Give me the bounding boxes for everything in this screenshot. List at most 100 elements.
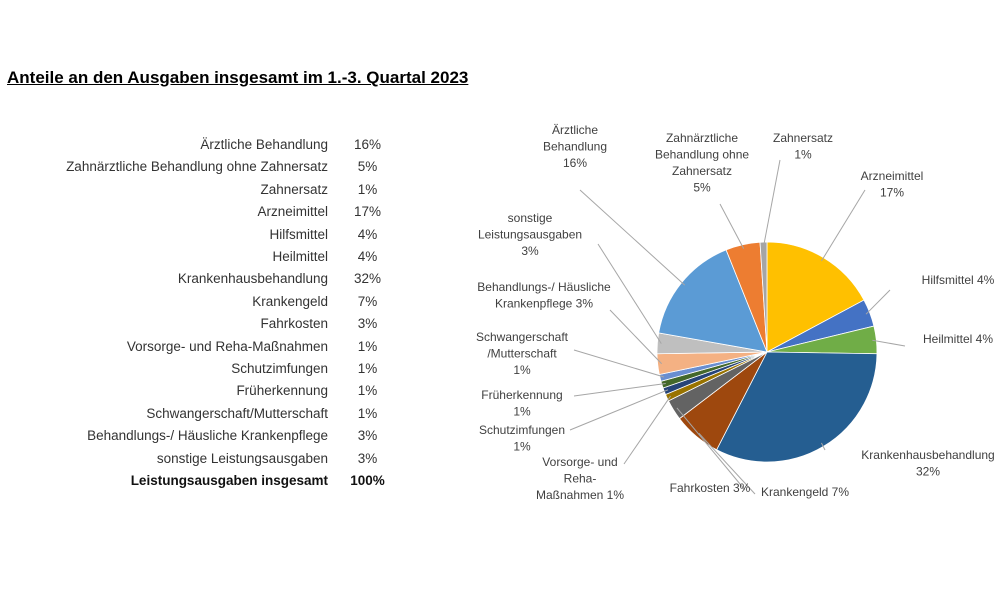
slice-label-line: Krankengeld 7% (761, 485, 849, 499)
leader-line (623, 395, 671, 465)
slice-label-line: Krankenpflege 3% (495, 297, 593, 311)
slice-label-line: Hilfsmittel 4% (922, 273, 995, 287)
row-label: Früherkennung (236, 383, 328, 399)
slice-label-line: sonstige (508, 211, 553, 225)
table-row: Vorsorge- und Reha-Maßnahmen 1% (0, 339, 400, 359)
table-row: Heilmittel 4% (0, 249, 400, 269)
slice-label: Früherkennung 1% (481, 388, 562, 419)
slice-label-line: Behandlung ohne (655, 148, 749, 162)
slice-label-line: Reha- (564, 472, 597, 486)
slice-label: Hilfsmittel 4% (922, 273, 995, 287)
row-value: 4% (357, 226, 378, 242)
row-value: 17% (353, 204, 382, 220)
row-value: 3% (357, 316, 378, 332)
table-row: Arzneimittel 17% (0, 204, 400, 224)
table-row: Behandlungs-/ Häusliche Krankenpflege 3% (0, 428, 400, 448)
slice-label-line: 1% (513, 363, 531, 377)
slice-label-line: Früherkennung (481, 388, 562, 402)
row-value: 1% (357, 361, 378, 376)
leader-line (609, 309, 663, 365)
leader-line (579, 189, 686, 286)
row-value: 1% (357, 383, 378, 399)
page-title: Anteile an den Ausgaben insgesamt im 1.-… (7, 68, 469, 87)
slice-label-line: 1% (513, 440, 531, 454)
slice-label-line: 16% (563, 156, 587, 170)
row-value: 16% (353, 137, 382, 152)
table-row: Krankenhausbehandlung 32% (0, 271, 400, 291)
total-value: 100% (350, 473, 385, 488)
slice-label-line: 5% (693, 181, 711, 195)
leader-line (872, 339, 906, 347)
slice-label-line: Ärztliche (552, 123, 598, 137)
table-row: Früherkennung 1% (0, 383, 400, 403)
row-value: 4% (357, 249, 378, 264)
row-value: 5% (357, 159, 378, 175)
slice-label: Fahrkosten 3% (670, 481, 751, 495)
table-row: Fahrkosten 3% (0, 316, 400, 336)
row-label: sonstige Leistungsausgaben (156, 450, 328, 466)
row-value: 1% (357, 405, 378, 421)
slice-label-line: Zahnärztliche (666, 131, 738, 145)
leader-line (719, 203, 745, 249)
table-row: sonstige Leistungsausgaben 3% (0, 451, 400, 471)
slice-label-line: Arzneimittel (861, 169, 924, 183)
slice-label-line: Krankenhausbehandlung (861, 448, 994, 462)
row-label: Schwangerschaft/Mutterschaft (146, 405, 328, 421)
slice-label: Krankengeld 7% (761, 485, 849, 499)
leader-line (865, 289, 891, 315)
pie-slice (759, 241, 768, 353)
row-label: Fahrkosten (260, 316, 328, 332)
row-value: 3% (357, 450, 378, 466)
table-row: Zahnärztliche Behandlung ohne Zahnersatz… (0, 159, 400, 179)
slice-label: Arzneimittel 17% (861, 169, 924, 200)
leader-line (573, 349, 665, 378)
total-label: Leistungsausgaben insgesamt (130, 473, 328, 488)
slice-label-line: 1% (794, 148, 812, 162)
leader-line (763, 159, 781, 247)
pie-chart: Arzneimittel 17% Hilfsmittel 4% Heilmittel … (476, 123, 995, 502)
table-row: Ärztliche Behandlung 16% (0, 137, 400, 157)
slice-label-line: 3% (521, 244, 539, 258)
slice-label: Vorsorge- und Reha- Maßnahmen 1% (536, 455, 624, 502)
slice-label-line: Vorsorge- und (542, 455, 617, 469)
row-label: Krankengeld (252, 293, 328, 309)
leader-line (821, 442, 826, 451)
leader-line (676, 407, 746, 491)
row-label: Zahnärztliche Behandlung ohne Zahnersatz (66, 159, 328, 175)
row-label: Hilfsmittel (269, 226, 328, 242)
row-label: Arzneimittel (257, 204, 328, 220)
row-label: Behandlungs-/ Häusliche Krankenpflege (87, 428, 328, 444)
row-value: 7% (357, 293, 378, 309)
slice-label: Schwangerschaft/Mutterschaft 1% (476, 330, 569, 377)
slice-label-line: Zahnersatz (672, 164, 732, 178)
row-value: 1% (357, 338, 378, 354)
leader-line (569, 389, 669, 431)
table-row: Schwangerschaft/Mutterschaft 1% (0, 406, 400, 426)
row-label: Zahnersatz (260, 181, 328, 197)
row-value: 32% (353, 271, 382, 287)
slice-label: Zahnärztliche Behandlung ohne Zahnersatz 5% (655, 131, 749, 195)
table-total-row: Leistungsausgaben insgesamt 100% (0, 473, 400, 493)
leader-line (698, 432, 756, 495)
table-row: Schutzimfungen 1% (0, 361, 400, 381)
slice-label: Behandlungs-/ Häusliche Krankenpflege 3% (477, 280, 611, 311)
slice-label-line: 1% (513, 405, 531, 419)
slice-label-line: Behandlungs-/ Häusliche (477, 280, 611, 294)
row-value: 1% (357, 181, 378, 197)
slice-label-line: Schutzimfungen (479, 423, 565, 437)
table-row: Zahnersatz 1% (0, 182, 400, 202)
slice-label-line: Schwangerschaft (476, 330, 569, 344)
slice-label-line: Heilmittel 4% (923, 332, 993, 346)
slice-label: sonstige Leistungsausgaben 3% (478, 211, 582, 258)
row-label: Schutzimfungen (231, 361, 328, 376)
row-label: Krankenhausbehandlung (177, 271, 328, 287)
leader-line (597, 243, 662, 344)
leader-line (821, 189, 866, 262)
slice-label-line: Zahnersatz (773, 131, 833, 145)
slice-label-line: /Mutterschaft (487, 347, 557, 361)
slice-label-line: Fahrkosten 3% (670, 481, 751, 495)
row-label: Ärztliche Behandlung (200, 137, 328, 152)
row-label: Vorsorge- und Reha-Maßnahmen (126, 338, 328, 354)
table-row: Krankengeld 7% (0, 294, 400, 314)
slice-label-line: Maßnahmen 1% (536, 488, 624, 502)
